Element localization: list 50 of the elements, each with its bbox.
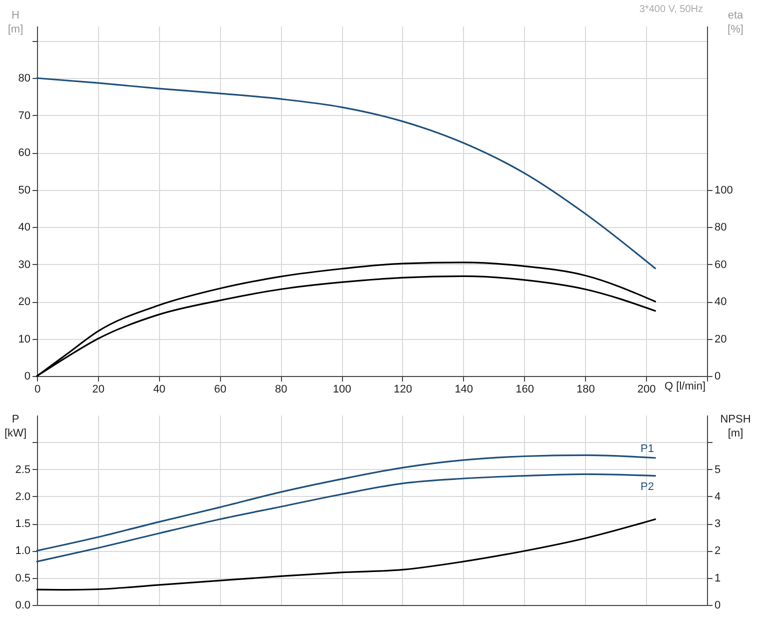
x-tick-label: 160 [516,384,534,396]
x-axis-title: Q [l/min] [664,380,706,392]
line-series [36,518,656,591]
x-tick-label: 100 [332,384,352,396]
y2-tick-label: 4 [714,490,721,503]
y2-tick-label: 3 [714,518,721,530]
y-tick-label: 2.5 [15,464,30,476]
y-axis-title: P [kW] [4,414,26,440]
y-tick-label: 30 [18,258,30,271]
x-tick-label: 80 [275,384,288,396]
y-tick-label: 0.0 [15,600,30,612]
x-tick-label: 20 [92,384,105,396]
y-tick-label: 20 [18,296,30,308]
y2-axis-title: NPSH [m] [720,414,751,440]
x-tick-label: 140 [454,384,474,396]
y-tick-label: 50 [18,184,30,196]
y2-tick-label: 0 [714,600,721,612]
y-tick-label: 1.0 [15,545,30,558]
y2-tick-label: 100 [714,184,733,196]
line-series [36,473,656,562]
y-tick-label: 2.0 [15,490,30,503]
y-tick-label: 80 [18,72,30,85]
y-tick-label: 40 [18,222,30,234]
x-tick-label: 0 [34,384,41,396]
text: 3*400 V, 50Hz [639,4,703,15]
x-tick-label: 120 [394,384,412,396]
y2-tick-label: 0 [714,370,721,382]
x-tick-label: 200 [637,384,656,396]
y2-tick-label: 40 [714,296,727,308]
y-tick-label: 1.5 [15,518,30,530]
y-tick-label: 60 [18,147,30,160]
y2-tick-label: 5 [714,464,721,476]
x-tick-label: 180 [576,384,595,396]
series-label: P2 [640,480,654,493]
y-tick-label: 10 [18,333,30,346]
y-tick-label: 70 [18,110,30,122]
line-series [36,454,656,552]
y-axis-title: H [m] [8,10,24,36]
y-tick-label: 0 [24,370,30,382]
series-label: P1 [640,442,654,455]
y2-tick-label: 2 [714,545,721,558]
y2-tick-label: 20 [714,333,727,346]
x-tick-label: 40 [153,384,166,396]
y2-tick-label: 80 [714,222,727,234]
y2-axis-title: eta [%] [728,10,744,36]
x-tick-label: 60 [214,384,226,396]
y-tick-label: 0.5 [15,572,30,584]
y2-tick-label: 1 [714,572,721,584]
y2-tick-label: 60 [714,258,727,271]
line-series [36,77,656,270]
